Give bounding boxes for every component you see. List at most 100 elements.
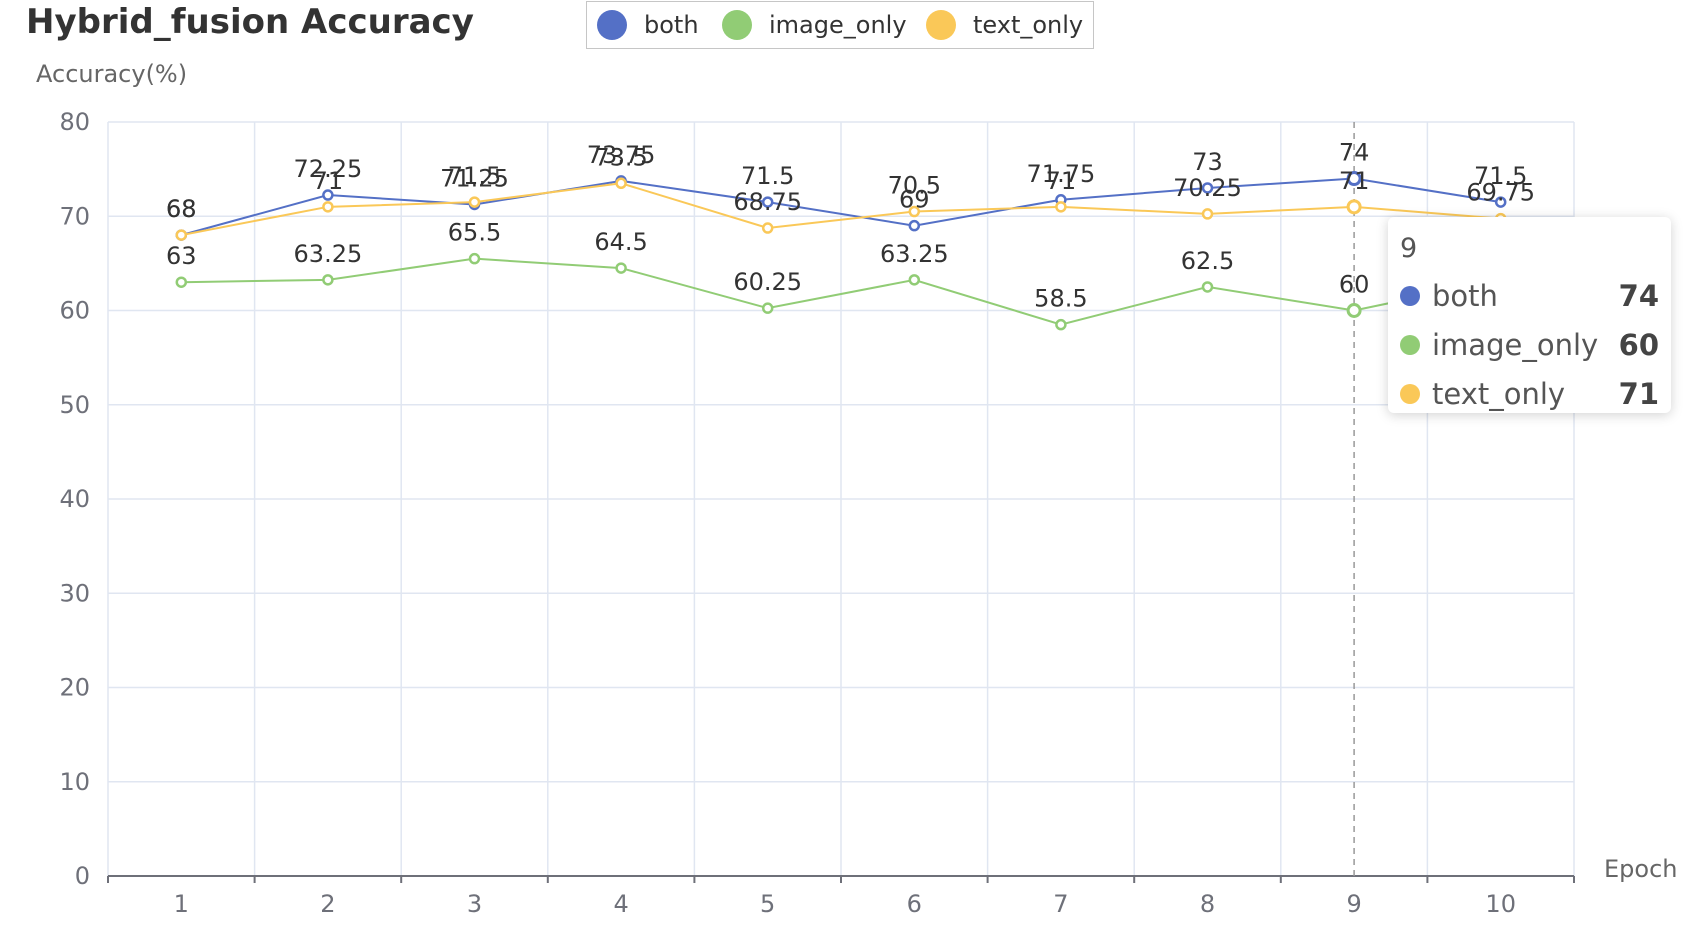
data-label-text_only: 73.5 [594,143,647,171]
data-point-image_only [761,302,774,314]
data-point-both [322,189,334,201]
data-label-text_only: 71 [1046,167,1077,195]
legend-marker-both [597,10,627,40]
data-label-image_only: 63.25 [880,240,949,268]
y-tick-label: 30 [59,579,90,607]
x-tick-label: 1 [174,890,189,918]
data-label-both: 71.5 [741,162,794,190]
y-tick-label: 60 [59,297,90,325]
data-label-text_only: 70.25 [1173,174,1242,202]
data-point-both [761,196,774,208]
data-label-both: 71.75 [1027,160,1096,188]
data-point-text_only [908,205,921,218]
data-label-text_only: 70.5 [888,172,941,200]
tooltip-series-value: 71 [1618,376,1659,411]
tooltip-series-value: 60 [1618,327,1659,362]
y-tick-label: 70 [59,202,90,230]
data-point-image_only [175,276,188,288]
y-axis-label: Accuracy(%) [36,60,188,88]
data-label-text_only: 71 [1339,167,1370,195]
data-point-image_only [615,262,627,274]
x-tick-label: 6 [907,890,922,918]
tooltip-row-text-only: text_only 71 [1400,369,1659,418]
data-label-image_only: 58.5 [1034,285,1087,313]
data-point-image_only [1346,303,1362,318]
data-label-both: 71.25 [440,164,509,192]
data-label-both: 73 [1192,148,1223,176]
data-point-text_only [175,229,188,241]
data-point-both [1346,171,1362,187]
y-tick-label: 10 [59,768,90,796]
data-label-both: 68 [166,195,197,223]
data-point-text_only [1346,199,1362,215]
legend-label-image-only: image_only [769,11,907,39]
data-label-both: 74 [1339,139,1370,167]
tooltip-row-image-only: image_only 60 [1400,320,1659,369]
data-label-image_only: 65.5 [448,219,501,247]
data-point-image_only [322,274,334,286]
data-label-text_only: 68.75 [733,188,802,216]
data-label-text_only: 71.5 [448,162,501,190]
data-label-text_only: 68 [166,195,197,223]
data-label-image_only: 64.5 [594,228,647,256]
legend-label-both: both [644,11,699,39]
tooltip-title: 9 [1400,233,1418,264]
data-point-text_only [615,177,627,190]
legend-item-both[interactable]: both [597,2,699,48]
series-line-text_only [181,182,1501,237]
data-point-text_only [1055,201,1067,213]
data-point-both [1201,182,1214,194]
tooltip-marker-image-only [1400,334,1420,355]
x-tick-label: 5 [760,890,775,918]
legend-item-text-only[interactable]: text_only [926,2,1083,48]
legend-marker-image-only [722,10,752,40]
data-label-image_only: 63 [166,242,197,270]
tooltip-row-both: both 74 [1400,271,1659,320]
data-label-image_only: 62.5 [1181,247,1234,275]
data-point-text_only [761,222,774,234]
data-point-image_only [1201,281,1214,293]
tooltip-series-name: text_only [1432,376,1566,411]
chart-title: Hybrid_fusion Accuracy [26,2,474,42]
data-label-image_only: 63.25 [294,240,363,268]
x-axis-label: Epoch [1604,855,1678,883]
data-point-image_only [468,252,481,265]
x-tick-label: 2 [320,890,335,918]
x-tick-label: 4 [613,890,628,918]
tooltip-marker-text-only [1400,383,1420,404]
data-point-both [1494,196,1507,208]
y-tick-label: 80 [59,108,90,136]
data-label-text_only: 71 [313,167,344,195]
data-label-text_only: 69.75 [1466,179,1535,207]
tooltip-marker-both [1400,285,1420,306]
y-tick-label: 40 [59,485,90,513]
y-tick-label: 0 [75,862,90,890]
x-tick-label: 8 [1200,890,1215,918]
tooltip-series-name: both [1432,278,1498,313]
data-label-both: 71.5 [1474,162,1527,190]
data-label-both: 69 [899,186,930,214]
legend: both image_only text_only [586,1,1094,49]
data-point-both [908,219,921,232]
data-label-both: 73.75 [587,141,656,169]
legend-label-text-only: text_only [973,11,1084,39]
legend-item-image-only[interactable]: image_only [722,2,907,48]
x-tick-label: 10 [1485,890,1516,918]
data-point-image_only [1055,318,1067,331]
series-line-both [181,177,1501,237]
tooltip: 9 both 74 image_only 60 text_only 71 [1388,217,1671,413]
data-label-image_only: 60 [1339,271,1370,299]
tooltip-series-value: 74 [1618,278,1659,313]
tooltip-series-name: image_only [1432,327,1599,362]
x-tick-label: 9 [1346,890,1361,918]
y-tick-label: 50 [59,391,90,419]
data-point-text_only [1201,208,1214,220]
data-point-text_only [322,201,334,213]
data-point-text_only [468,196,481,208]
data-point-image_only [908,274,921,286]
x-tick-label: 7 [1053,890,1068,918]
data-label-both: 72.25 [294,155,363,183]
y-tick-label: 20 [59,674,90,702]
legend-marker-text-only [926,10,956,40]
